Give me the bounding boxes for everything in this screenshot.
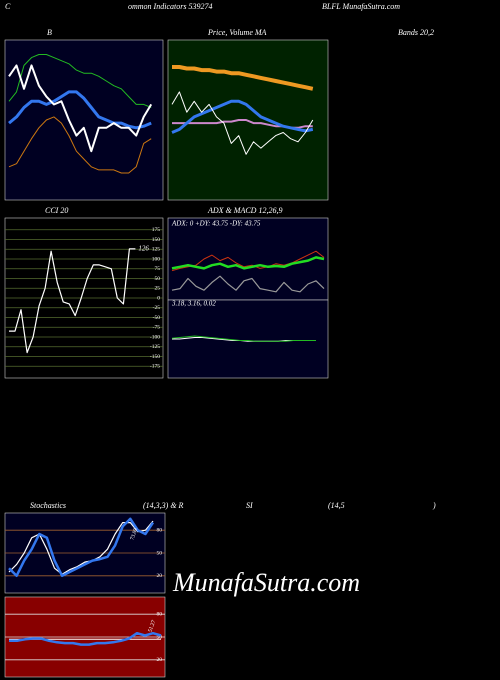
y-tick-label: -50 xyxy=(153,315,161,321)
y-tick-label: -100 xyxy=(150,334,160,340)
y-tick-label: 20 xyxy=(157,657,163,663)
y-tick-label: -125 xyxy=(150,344,160,350)
y-tick-label: -150 xyxy=(150,354,160,360)
series-line xyxy=(8,64,153,153)
series-line xyxy=(8,116,152,174)
y-tick-label: 50 xyxy=(157,634,163,640)
y-tick-label: 20 xyxy=(157,573,163,579)
series-line xyxy=(171,335,316,342)
y-tick-label: 125 xyxy=(152,247,161,253)
y-tick-label: 80 xyxy=(157,527,163,533)
panel-title: ADX & MACD 12,26,9 xyxy=(207,206,282,215)
y-tick-label: 80 xyxy=(157,611,163,617)
y-tick-label: 50 xyxy=(155,276,161,282)
y-tick-label: 25 xyxy=(155,286,161,292)
panel xyxy=(167,217,329,301)
annotation: ADX: 0 +DY: 43.75 -DY: 43.75 xyxy=(171,220,261,228)
series-line xyxy=(171,99,314,134)
watermark: MunafaSutra.com xyxy=(172,568,360,597)
series-line xyxy=(8,90,152,130)
panel-title: Stochastics xyxy=(30,501,66,510)
series-line xyxy=(172,65,314,91)
y-tick-label: 150 xyxy=(152,237,161,243)
y-tick-label: -175 xyxy=(150,364,160,370)
value-label: 126 xyxy=(138,244,149,252)
series-line xyxy=(171,275,325,293)
panel-title: CCI 20 xyxy=(45,206,68,215)
header-text: ommon Indicators 539274 xyxy=(128,2,212,11)
y-tick-label: 100 xyxy=(152,256,161,262)
series-line xyxy=(9,248,136,354)
series-line xyxy=(171,250,325,272)
series-line xyxy=(8,517,155,578)
series-line xyxy=(9,631,162,646)
series-line xyxy=(171,256,325,270)
series-line xyxy=(8,520,154,575)
y-tick-label: -75 xyxy=(153,325,161,331)
header-text: (14,5 xyxy=(328,501,345,510)
header-text: BLFL MunafaSutra.com xyxy=(322,2,400,11)
series-line xyxy=(171,91,314,155)
y-tick-label: 175 xyxy=(152,227,161,233)
header-text: Bands 20,2 xyxy=(398,28,434,37)
panel xyxy=(167,299,329,379)
series-line xyxy=(8,54,152,108)
annotation: 3.18, 3.16, 0.02 xyxy=(171,300,216,308)
y-tick-label: 0 xyxy=(157,295,160,301)
header-text: ) xyxy=(432,501,436,510)
header-text: (14,3,3) & R xyxy=(143,501,184,510)
header-text: SI xyxy=(246,501,253,510)
panel-title: B xyxy=(47,28,52,37)
y-tick-label: 50 xyxy=(157,550,163,556)
y-tick-label: 75 xyxy=(155,266,161,272)
panel-title: Price, Volume MA xyxy=(207,28,267,37)
value-label: 73.89 xyxy=(129,527,139,541)
value-label: 51.27 xyxy=(147,619,157,633)
y-tick-label: -25 xyxy=(153,305,161,311)
panel xyxy=(4,39,164,201)
header-text: C xyxy=(5,2,11,11)
